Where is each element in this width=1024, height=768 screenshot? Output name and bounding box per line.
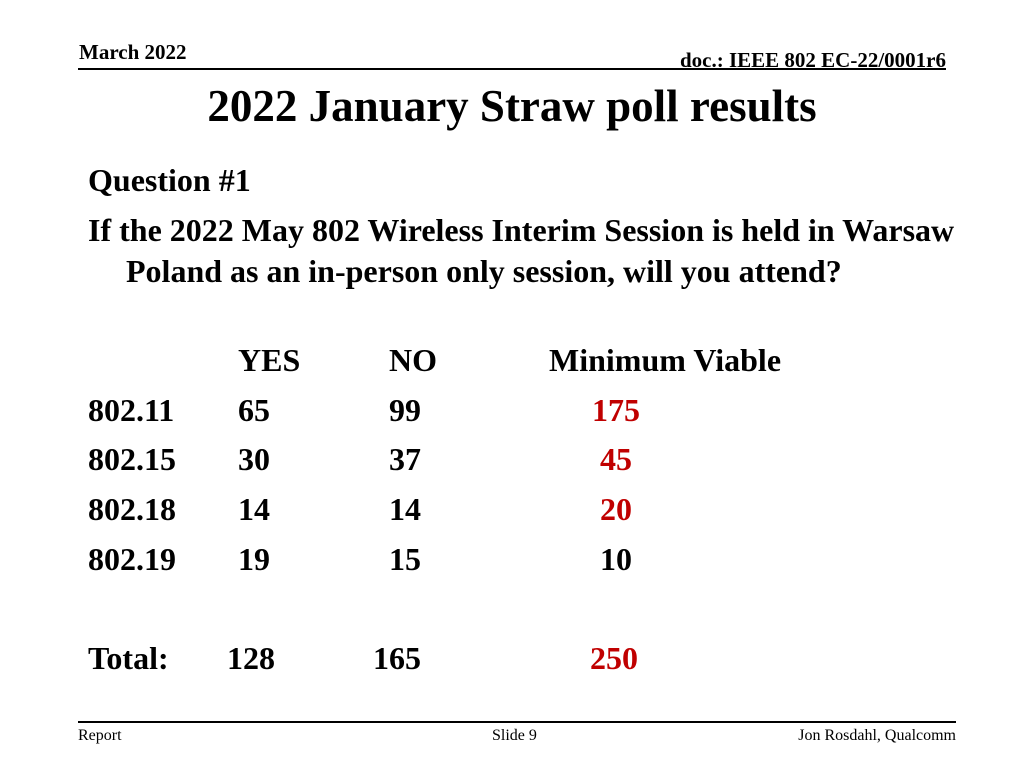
row-min-viable-value: 175 — [592, 392, 640, 428]
column-header-min-viable: Minimum Viable — [549, 342, 782, 378]
column-header-no: NO — [389, 342, 437, 378]
question-text: If the 2022 May 802 Wireless Interim Ses… — [88, 212, 955, 289]
total-min-viable-value: 250 — [590, 640, 638, 676]
footer-author: Jon Rosdahl, Qualcomm — [798, 727, 956, 744]
row-no-value: 37 — [389, 441, 421, 477]
slide-title: 2022 January Straw poll results — [207, 81, 817, 131]
row-group-label: 802.15 — [88, 441, 176, 477]
row-min-viable-value: 10 — [600, 541, 632, 577]
footer-report: Report — [78, 727, 122, 744]
footer-divider — [78, 721, 956, 723]
row-yes-value: 14 — [238, 491, 270, 527]
row-no-value: 14 — [389, 491, 421, 527]
column-header-yes: YES — [238, 342, 301, 378]
row-group-label: 802.18 — [88, 491, 176, 527]
total-yes-value: 128 — [227, 640, 275, 676]
header-date: March 2022 — [79, 40, 187, 64]
row-yes-value: 65 — [238, 392, 270, 428]
question-label: Question #1 — [88, 162, 251, 198]
row-min-viable-value: 45 — [600, 441, 632, 477]
row-yes-value: 19 — [238, 541, 270, 577]
total-no-value: 165 — [373, 640, 421, 676]
header-divider — [78, 68, 946, 70]
footer-slide-number: Slide 9 — [492, 727, 537, 744]
row-yes-value: 30 — [238, 441, 270, 477]
row-min-viable-value: 20 — [600, 491, 632, 527]
row-group-label: 802.11 — [88, 392, 175, 428]
row-group-label: 802.19 — [88, 541, 176, 577]
row-no-value: 15 — [389, 541, 421, 577]
total-label: Total: — [88, 640, 169, 676]
row-no-value: 99 — [389, 392, 421, 428]
